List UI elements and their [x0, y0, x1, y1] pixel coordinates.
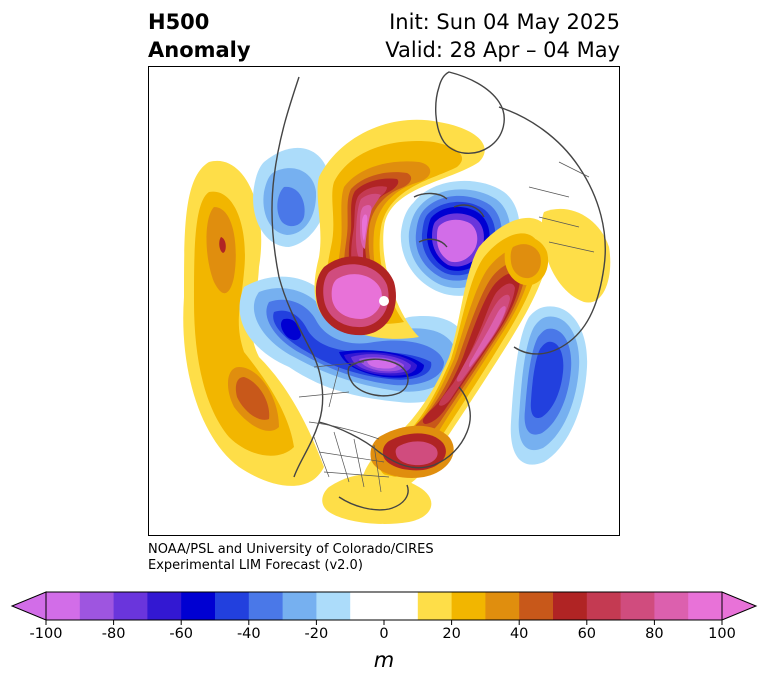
title-variable: H500 [148, 10, 210, 34]
colorbar-bin-6 [248, 592, 284, 620]
colorbar-bin-4 [181, 592, 216, 620]
contour-level-10 [541, 208, 611, 303]
colorbar-tick-label: -20 [304, 626, 329, 642]
contour-level-30 [510, 244, 541, 279]
colorbar-tick-label: -60 [169, 626, 194, 642]
colorbar-bin-15 [586, 592, 622, 620]
colorbar-tick-label: 100 [708, 626, 736, 642]
contour-level-10 [322, 473, 432, 524]
anomaly-ridge-atlantic [362, 217, 550, 498]
map-dates: Init: Sun 04 May 2025 Valid: 28 Apr – 04… [385, 8, 620, 64]
anomaly-ridge-east-siberia [314, 119, 485, 339]
anomaly-ridge-west-pacific [183, 160, 324, 486]
map-title: H500 Anomaly [148, 8, 251, 64]
colorbar-tick-label: -40 [236, 626, 261, 642]
colorbar-tick-label: 80 [645, 626, 664, 642]
colorbar-tick-label: 20 [442, 626, 461, 642]
colorbar-bin-11 [451, 592, 486, 620]
colorbar-bin-13 [519, 592, 554, 620]
anomaly-map-svg [149, 71, 611, 524]
anomaly-map [148, 66, 620, 536]
colorbar-bin-16 [620, 592, 655, 620]
colorbar-bin-9 [350, 592, 419, 620]
boundary-us-canada [308, 421, 380, 440]
colorbar-tick-label: -80 [101, 626, 126, 642]
colorbar-bin-3 [147, 592, 182, 620]
colorbar-tick-label: 40 [509, 626, 529, 642]
coastline-gulf [338, 484, 409, 511]
colorbar-bin-18 [688, 592, 723, 620]
colorbar-unit: m [373, 648, 395, 672]
coastline-north-america-east [318, 386, 471, 469]
colorbar-bin-7 [282, 592, 317, 620]
colorbar-bin-2 [113, 592, 148, 620]
credit-text: NOAA/PSL and University of Colorado/CIRE… [148, 542, 434, 574]
colorbar-bin-10 [417, 592, 453, 620]
anomaly-ridge-eastern-us [322, 473, 432, 524]
colorbar-svg [10, 591, 758, 625]
contour-level-neg40 [530, 341, 564, 419]
title-type: Anomaly [148, 38, 251, 62]
valid-range: Valid: 28 Apr – 04 May [385, 38, 620, 62]
coastline-north-america-west [271, 76, 324, 478]
colorbar-under-arrow [10, 591, 47, 621]
colorbar-tick-label: 0 [379, 626, 389, 642]
boundary-europe [528, 161, 595, 253]
coastline-hudson-bay [347, 358, 409, 397]
colorbar-bin-8 [316, 592, 351, 620]
coastline-arctic-islands [413, 192, 485, 248]
init-date: Init: Sun 04 May 2025 [389, 10, 620, 34]
left-edge-gap [149, 285, 157, 319]
contour-level-80 [469, 306, 506, 367]
boundary-canada-provinces [298, 361, 365, 408]
colorbar-ticks: -100 -80 -60 -40 -20 0 20 40 60 80 100 [0, 626, 768, 648]
contour-level-90 [362, 214, 368, 241]
anomaly-ridge-europe [504, 208, 611, 303]
colorbar-over-arrow [721, 591, 758, 621]
colorbar [0, 588, 768, 628]
coastlines [271, 71, 606, 511]
colorbar-bin-1 [79, 592, 115, 620]
coastline-eurasia [498, 106, 606, 355]
contour-level-neg90 [437, 219, 478, 263]
contour-level-90b [331, 274, 382, 319]
boundary-us-states [313, 431, 390, 493]
contour-level-40 [235, 377, 270, 420]
credit-line-1: NOAA/PSL and University of Colorado/CIRE… [148, 542, 434, 557]
colorbar-bin-14 [553, 592, 588, 620]
contour-level-30 [206, 207, 279, 431]
colorbar-tick-label: 60 [577, 626, 597, 642]
colorbar-bin-17 [654, 592, 689, 620]
credit-line-2: Experimental LIM Forecast (v2.0) [148, 558, 363, 573]
political-boundaries [298, 161, 595, 493]
colorbar-bin-0 [46, 592, 81, 620]
coastline-greenland [435, 71, 505, 154]
contour-level-50 [219, 237, 226, 253]
colorbar-tick-label: -100 [29, 626, 63, 642]
colorbar-bin-12 [485, 592, 520, 620]
anomaly-trough-north-atlantic [510, 306, 588, 465]
colorbar-bin-5 [215, 592, 250, 620]
contour-level-70c [395, 441, 438, 466]
pole-marker [379, 296, 389, 306]
contour-level-neg30 [277, 186, 305, 227]
